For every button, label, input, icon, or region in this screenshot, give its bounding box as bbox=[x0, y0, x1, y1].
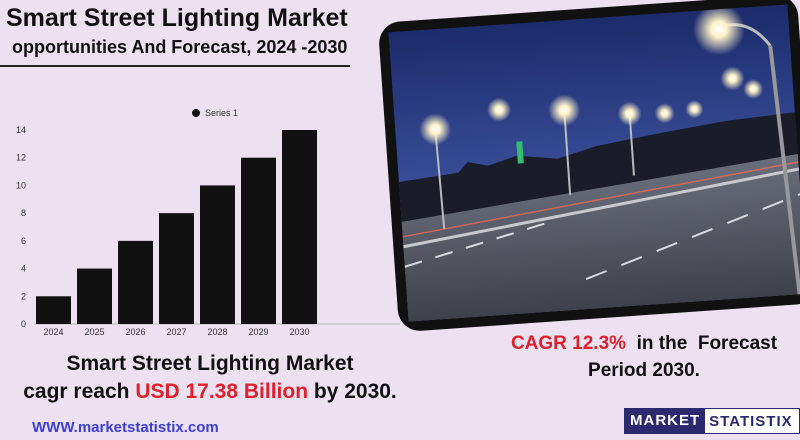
y-tick-label: 14 bbox=[16, 125, 26, 135]
y-tick-label: 2 bbox=[21, 291, 26, 301]
summary-prefix: cagr reach bbox=[23, 380, 136, 403]
x-tick-label: 2026 bbox=[125, 327, 145, 337]
street-photo-frame bbox=[377, 0, 800, 333]
logo-part-1: MARKET bbox=[624, 408, 705, 434]
cagr-line-1: CAGR 12.3% in the Forecast bbox=[494, 330, 794, 357]
x-tick-label: 2030 bbox=[289, 327, 309, 337]
bar-2028 bbox=[200, 185, 235, 324]
bar-2030 bbox=[282, 130, 317, 324]
logo-part-2: STATISTIX bbox=[704, 408, 800, 434]
cagr-callout: CAGR 12.3% in the Forecast Period 2030. bbox=[494, 330, 794, 384]
street-lights-photo bbox=[388, 4, 800, 322]
y-tick-label: 8 bbox=[21, 208, 26, 218]
bar-chart: 0 2 4 6 8 10 12 14 2024 2025 2026 2027 2028 2029 2030 S… bbox=[16, 108, 400, 337]
summary-line-1: Smart Street Lighting Market bbox=[66, 352, 354, 375]
y-tick-label: 10 bbox=[16, 180, 26, 190]
y-tick-label: 12 bbox=[16, 153, 26, 163]
cagr-line-2: Period 2030. bbox=[588, 360, 700, 381]
summary-highlight: USD 17.38 Billion bbox=[135, 380, 309, 403]
summary-line-2: cagr reach USD 17.38 Billion by 2030. bbox=[0, 378, 420, 406]
cagr-value: CAGR 12.3% bbox=[510, 333, 627, 354]
bar-2025 bbox=[77, 268, 112, 324]
x-tick-label: 2025 bbox=[84, 327, 104, 337]
y-tick-label: 4 bbox=[21, 264, 26, 274]
y-tick-label: 6 bbox=[21, 236, 26, 246]
bar-2029 bbox=[241, 157, 276, 324]
legend-marker bbox=[192, 109, 200, 117]
page-subtitle: opportunities And Forecast, 2024 -2030 bbox=[12, 37, 348, 57]
x-tick-label: 2029 bbox=[248, 327, 268, 337]
website-link[interactable]: WWW.marketstatistix.com bbox=[32, 419, 219, 436]
x-tick-label: 2028 bbox=[207, 327, 227, 337]
bar-2026 bbox=[118, 240, 153, 324]
y-tick-label: 0 bbox=[21, 319, 26, 329]
summary-suffix: by 2030. bbox=[308, 380, 397, 403]
cagr-text-1: in the Forecast bbox=[626, 333, 778, 354]
x-tick-label: 2027 bbox=[166, 327, 186, 337]
x-tick-label: 2024 bbox=[43, 327, 63, 337]
legend-label: Series 1 bbox=[205, 108, 238, 118]
bar-2024 bbox=[36, 296, 71, 324]
brand-logo: MARKET STATISTIX bbox=[624, 408, 800, 434]
title-divider bbox=[0, 65, 350, 67]
page-title: Smart Street Lighting Market bbox=[6, 4, 348, 32]
market-summary: Smart Street Lighting Market cagr reach … bbox=[0, 350, 420, 406]
bar-2027 bbox=[159, 213, 194, 324]
